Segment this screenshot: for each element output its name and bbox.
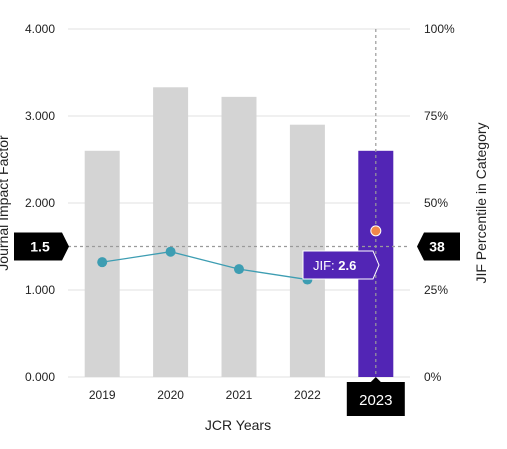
x-highlight-pointer — [369, 377, 382, 383]
x-tick-label-highlighted: 2023 — [359, 392, 392, 409]
y-left-tick-label: 3.000 — [25, 109, 55, 123]
crosshair-left-label: 1.5 — [30, 239, 50, 255]
y-left-tick-label: 2.000 — [25, 196, 55, 210]
x-tick-label: 2020 — [157, 388, 184, 402]
crosshair-right-label: 38 — [429, 239, 445, 255]
bars — [84, 87, 394, 378]
y-left-tick-label: 4.000 — [25, 22, 55, 36]
y-axis-right-title: JIF Percentile in Category — [473, 122, 489, 283]
tooltip-value: 2.6 — [338, 258, 356, 273]
percentile-series-line — [102, 251, 308, 281]
y-left-tick-label: 1.000 — [25, 283, 55, 297]
percentile-point — [234, 264, 244, 275]
y-right-tick-label: 0% — [424, 370, 442, 384]
percentile-line: JIF: 2.6 — [97, 225, 382, 285]
y-left-tick-label: 0.000 — [25, 370, 55, 384]
bar — [221, 96, 257, 378]
crosshair-left-tag — [14, 232, 69, 261]
x-highlight-box — [346, 382, 405, 416]
x-tick-label: 2019 — [89, 388, 116, 402]
tooltip-label: JIF: — [313, 258, 338, 273]
y-axis-left-title: Journal Impact Factor — [0, 135, 11, 271]
percentile-point — [97, 257, 108, 268]
y-right-tick-label: 75% — [424, 109, 448, 123]
x-axis-title: JCR Years — [205, 417, 271, 433]
crosshair-right-tag — [417, 232, 460, 261]
tooltip-text: JIF: 2.6 — [313, 258, 356, 273]
y-right-tick-label: 100% — [424, 22, 455, 36]
axis-labels: 1.5 38 — [14, 232, 460, 261]
percentile-point-highlighted — [370, 225, 382, 237]
axis-ticks: 0.000 0% 1.000 25% 2.000 50% 3.000 75% 4.000 100%… — [25, 22, 455, 416]
y-right-tick-label: 25% — [424, 283, 448, 297]
bar — [153, 87, 189, 377]
tooltip-box — [302, 250, 380, 280]
y-right-tick-label: 50% — [424, 196, 448, 210]
crosshair — [68, 29, 410, 377]
x-tick-label: 2022 — [294, 388, 321, 402]
x-tick-label: 2021 — [226, 388, 253, 402]
percentile-point — [165, 246, 176, 257]
